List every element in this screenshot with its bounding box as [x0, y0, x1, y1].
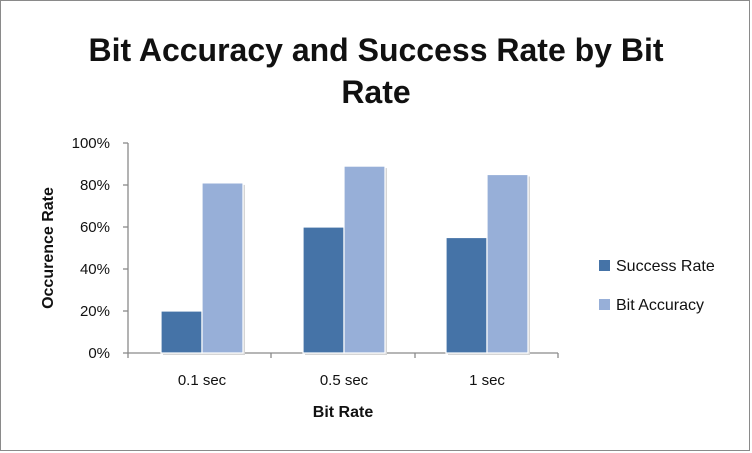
- bar-success-rate-0.5-sec: [302, 226, 345, 354]
- bar-success-rate-1-sec: [445, 236, 488, 354]
- x-axis-title: Bit Rate: [313, 404, 374, 421]
- chart-title: Bit Accuracy and Success Rate by Bit Rat…: [88, 32, 664, 110]
- x-axis-tick-label: 0.1 sec: [178, 372, 227, 389]
- legend-item-bit-accuracy: Bit Accuracy: [599, 297, 704, 314]
- legend-item-success-rate: Success Rate: [599, 258, 715, 275]
- bar-bit-accuracy-0.1-sec: [201, 182, 244, 354]
- legend-swatch: [599, 260, 610, 271]
- legend-label: Success Rate: [616, 258, 715, 275]
- y-axis-tick-label: 0%: [88, 345, 110, 362]
- ticks-layer: 0% 20% 40% 60% 80% 100%: [72, 135, 559, 362]
- labels-layer: 0.1 sec 0.5 sec 1 sec: [178, 372, 506, 389]
- y-axis-tick-label: 100%: [72, 135, 110, 152]
- bars-layer: [160, 165, 530, 355]
- legend: Success Rate Bit Accuracy: [599, 258, 715, 314]
- y-axis-tick-label: 80%: [80, 177, 110, 194]
- x-axis-tick-label: 1 sec: [469, 372, 505, 389]
- legend-label: Bit Accuracy: [616, 297, 704, 314]
- legend-swatch: [599, 299, 610, 310]
- y-axis-title: Occurence Rate: [40, 187, 57, 309]
- y-axis-tick-label: 60%: [80, 219, 110, 236]
- x-axis-tick-label: 0.5 sec: [320, 372, 369, 389]
- bar-success-rate-0.1-sec: [160, 310, 203, 354]
- bar-bit-accuracy-1-sec: [486, 173, 529, 354]
- bar-bit-accuracy-0.5-sec: [343, 165, 386, 354]
- y-axis-tick-label: 40%: [80, 261, 110, 278]
- y-axis-tick-label: 20%: [80, 303, 110, 320]
